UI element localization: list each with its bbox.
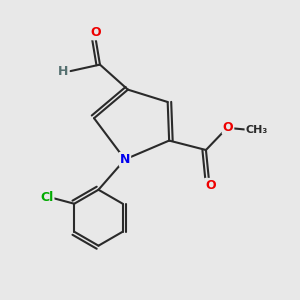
Text: O: O bbox=[223, 121, 233, 134]
Text: N: N bbox=[120, 153, 130, 166]
Text: O: O bbox=[90, 26, 101, 39]
Text: Cl: Cl bbox=[40, 191, 53, 204]
Text: CH₃: CH₃ bbox=[245, 125, 268, 135]
Text: O: O bbox=[205, 179, 216, 192]
Text: H: H bbox=[58, 64, 68, 78]
